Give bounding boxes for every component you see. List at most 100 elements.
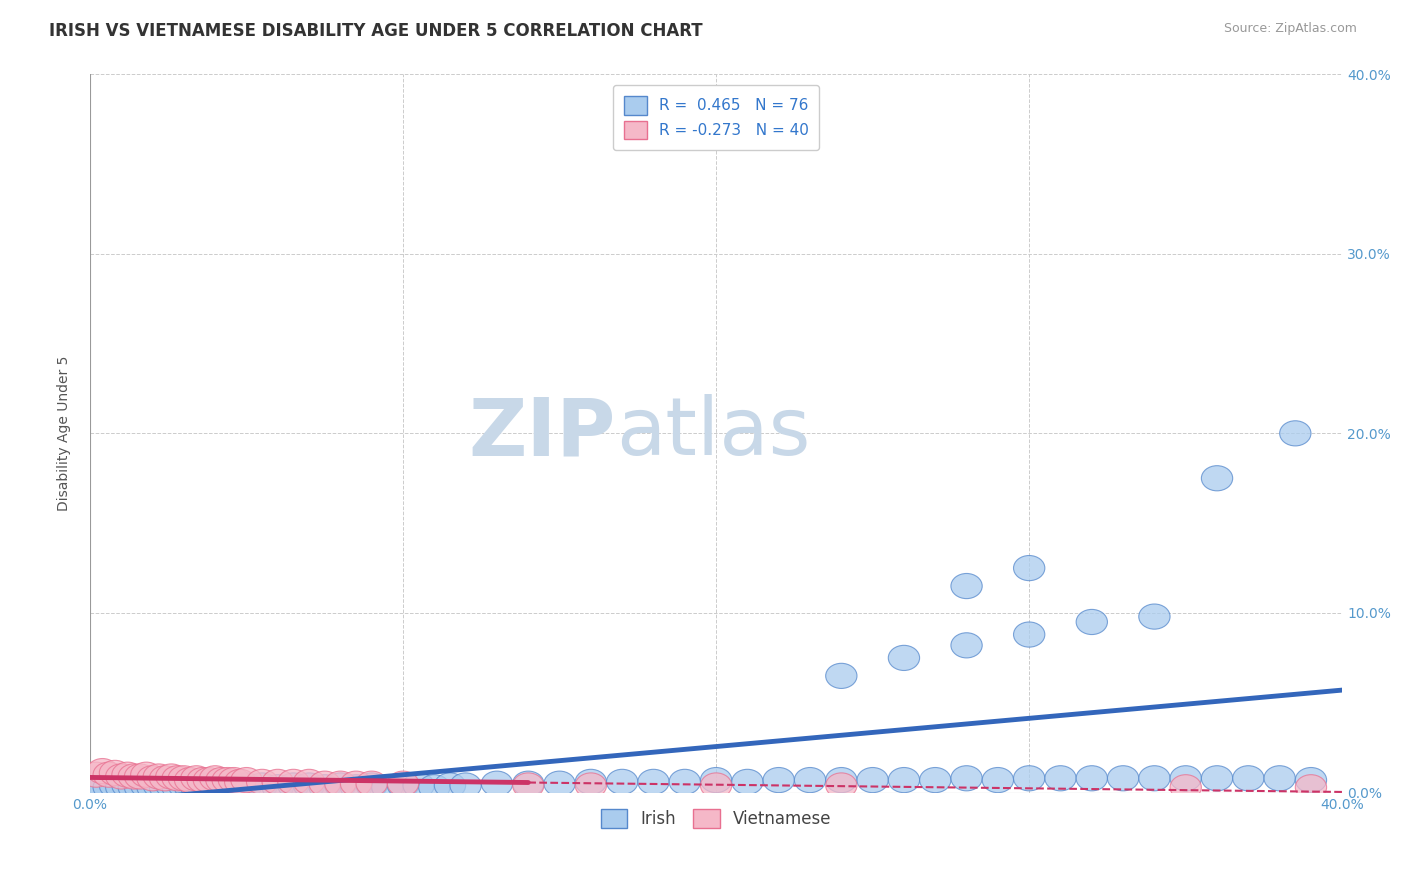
Ellipse shape xyxy=(181,765,212,791)
Ellipse shape xyxy=(356,772,388,798)
Ellipse shape xyxy=(124,764,156,789)
Ellipse shape xyxy=(187,767,218,793)
Ellipse shape xyxy=(340,771,371,797)
Text: IRISH VS VIETNAMESE DISABILITY AGE UNDER 5 CORRELATION CHART: IRISH VS VIETNAMESE DISABILITY AGE UNDER… xyxy=(49,22,703,40)
Ellipse shape xyxy=(825,767,858,793)
Ellipse shape xyxy=(638,769,669,795)
Ellipse shape xyxy=(513,772,544,798)
Ellipse shape xyxy=(889,645,920,671)
Ellipse shape xyxy=(174,774,205,800)
Ellipse shape xyxy=(156,764,187,789)
Ellipse shape xyxy=(1233,765,1264,791)
Ellipse shape xyxy=(434,772,465,798)
Ellipse shape xyxy=(309,774,340,800)
Ellipse shape xyxy=(143,764,174,789)
Ellipse shape xyxy=(174,767,205,793)
Ellipse shape xyxy=(112,772,143,798)
Ellipse shape xyxy=(246,769,278,795)
Ellipse shape xyxy=(131,762,162,788)
Ellipse shape xyxy=(162,765,193,791)
Ellipse shape xyxy=(87,774,118,800)
Ellipse shape xyxy=(205,767,238,793)
Ellipse shape xyxy=(1279,421,1310,446)
Ellipse shape xyxy=(700,767,731,793)
Ellipse shape xyxy=(450,772,481,798)
Ellipse shape xyxy=(118,764,149,789)
Text: ZIP: ZIP xyxy=(468,394,616,473)
Ellipse shape xyxy=(187,772,218,798)
Ellipse shape xyxy=(1295,774,1327,800)
Ellipse shape xyxy=(983,767,1014,793)
Ellipse shape xyxy=(218,772,250,798)
Ellipse shape xyxy=(149,774,181,800)
Ellipse shape xyxy=(950,765,983,791)
Ellipse shape xyxy=(231,767,262,793)
Ellipse shape xyxy=(356,771,388,797)
Y-axis label: Disability Age Under 5: Disability Age Under 5 xyxy=(58,356,72,511)
Ellipse shape xyxy=(858,767,889,793)
Ellipse shape xyxy=(149,765,181,791)
Ellipse shape xyxy=(169,765,200,791)
Ellipse shape xyxy=(169,772,200,798)
Ellipse shape xyxy=(278,769,309,795)
Ellipse shape xyxy=(278,772,309,798)
Ellipse shape xyxy=(262,774,294,800)
Ellipse shape xyxy=(80,776,112,802)
Ellipse shape xyxy=(606,769,638,795)
Ellipse shape xyxy=(100,772,131,798)
Ellipse shape xyxy=(1139,604,1170,629)
Ellipse shape xyxy=(87,758,118,784)
Ellipse shape xyxy=(404,772,434,798)
Ellipse shape xyxy=(193,767,225,793)
Ellipse shape xyxy=(1014,622,1045,647)
Ellipse shape xyxy=(825,664,858,689)
Ellipse shape xyxy=(825,772,858,798)
Ellipse shape xyxy=(136,765,169,791)
Ellipse shape xyxy=(1170,765,1201,791)
Ellipse shape xyxy=(1170,774,1201,800)
Ellipse shape xyxy=(1201,765,1233,791)
Ellipse shape xyxy=(294,772,325,798)
Ellipse shape xyxy=(371,774,404,800)
Ellipse shape xyxy=(231,772,262,798)
Ellipse shape xyxy=(136,774,169,800)
Ellipse shape xyxy=(309,771,340,797)
Ellipse shape xyxy=(1014,765,1045,791)
Ellipse shape xyxy=(105,774,136,800)
Ellipse shape xyxy=(212,774,243,800)
Ellipse shape xyxy=(325,772,356,798)
Ellipse shape xyxy=(1076,609,1108,634)
Text: atlas: atlas xyxy=(616,394,810,473)
Ellipse shape xyxy=(1014,556,1045,581)
Ellipse shape xyxy=(156,772,187,798)
Ellipse shape xyxy=(419,774,450,800)
Ellipse shape xyxy=(1076,765,1108,791)
Ellipse shape xyxy=(1045,765,1076,791)
Ellipse shape xyxy=(1295,767,1327,793)
Ellipse shape xyxy=(294,769,325,795)
Ellipse shape xyxy=(80,762,112,788)
Ellipse shape xyxy=(1139,765,1170,791)
Ellipse shape xyxy=(262,769,294,795)
Ellipse shape xyxy=(118,774,149,800)
Ellipse shape xyxy=(388,772,419,798)
Ellipse shape xyxy=(112,762,143,788)
Ellipse shape xyxy=(200,765,231,791)
Ellipse shape xyxy=(950,574,983,599)
Legend: Irish, Vietnamese: Irish, Vietnamese xyxy=(593,802,838,835)
Ellipse shape xyxy=(93,774,124,800)
Ellipse shape xyxy=(200,772,231,798)
Ellipse shape xyxy=(105,764,136,789)
Ellipse shape xyxy=(575,769,606,795)
Ellipse shape xyxy=(1108,765,1139,791)
Ellipse shape xyxy=(162,774,193,800)
Ellipse shape xyxy=(131,772,162,798)
Ellipse shape xyxy=(513,771,544,797)
Ellipse shape xyxy=(143,772,174,798)
Ellipse shape xyxy=(205,774,238,800)
Ellipse shape xyxy=(950,632,983,658)
Ellipse shape xyxy=(181,774,212,800)
Ellipse shape xyxy=(100,760,131,786)
Ellipse shape xyxy=(1201,466,1233,491)
Ellipse shape xyxy=(700,772,731,798)
